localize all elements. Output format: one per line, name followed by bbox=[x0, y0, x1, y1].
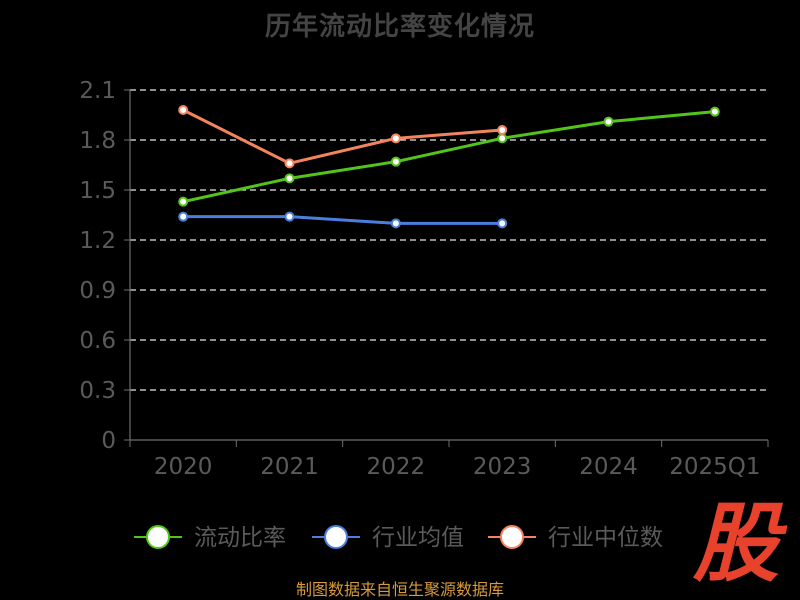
legend-label-2[interactable]: 行业中位数 bbox=[548, 525, 663, 551]
series-layer bbox=[178, 105, 720, 229]
legend-marker-1[interactable] bbox=[324, 525, 348, 549]
grid-layer bbox=[130, 89, 768, 391]
data-point-0-0[interactable] bbox=[178, 196, 189, 207]
data-point-1-1[interactable] bbox=[284, 211, 295, 222]
y-tick-label: 0 bbox=[101, 428, 116, 454]
brand-logo: 股 bbox=[693, 494, 779, 594]
data-point-0-5[interactable] bbox=[709, 106, 720, 117]
x-tick-label: 2024 bbox=[579, 454, 638, 480]
y-tick-label: 0.9 bbox=[79, 278, 116, 304]
data-point-2-0[interactable] bbox=[178, 105, 189, 115]
series-line-0 bbox=[181, 110, 717, 204]
x-tick-label: 2020 bbox=[154, 454, 213, 480]
data-source-note: 制图数据来自恒生聚源数据库 bbox=[295, 580, 504, 599]
data-point-0-3[interactable] bbox=[497, 133, 508, 144]
legend: 流动比率 行业均值 行业中位数 bbox=[134, 525, 663, 551]
legend-marker-2[interactable] bbox=[500, 525, 524, 549]
legend-label-1[interactable]: 行业均值 bbox=[372, 525, 464, 551]
x-tick-label: 2022 bbox=[367, 454, 426, 480]
data-point-0-2[interactable] bbox=[390, 156, 401, 167]
y-tick-label: 0.3 bbox=[79, 378, 116, 404]
y-tick-label: 0.6 bbox=[79, 328, 116, 354]
data-point-0-4[interactable] bbox=[603, 116, 614, 127]
legend-label-0[interactable]: 流动比率 bbox=[194, 525, 286, 551]
series-line-1 bbox=[181, 215, 504, 225]
x-tick-label: 2021 bbox=[260, 454, 319, 480]
data-point-2-3[interactable] bbox=[497, 125, 508, 135]
data-point-1-3[interactable] bbox=[497, 218, 508, 229]
data-point-1-0[interactable] bbox=[178, 211, 189, 222]
x-tick-label: 2023 bbox=[473, 454, 532, 480]
chart-title: 历年流动比率变化情况 bbox=[264, 12, 535, 42]
y-tick-label: 1.5 bbox=[79, 178, 116, 204]
data-point-0-1[interactable] bbox=[284, 173, 295, 184]
axis-layer: 0 0.3 0.6 0.9 1.2 1.5 1.8 2.1 2020 2021 2022 2023 20… bbox=[79, 78, 769, 480]
data-point-2-2[interactable] bbox=[390, 133, 401, 144]
legend-marker-0[interactable] bbox=[146, 525, 170, 549]
x-tick-label: 2025Q1 bbox=[669, 454, 760, 480]
y-tick-label: 2.1 bbox=[79, 78, 116, 104]
data-point-1-2[interactable] bbox=[390, 218, 401, 229]
y-tick-label: 1.2 bbox=[79, 228, 116, 254]
y-tick-label: 1.8 bbox=[79, 128, 116, 154]
data-point-2-1[interactable] bbox=[284, 158, 295, 169]
series-line-2 bbox=[181, 108, 504, 165]
